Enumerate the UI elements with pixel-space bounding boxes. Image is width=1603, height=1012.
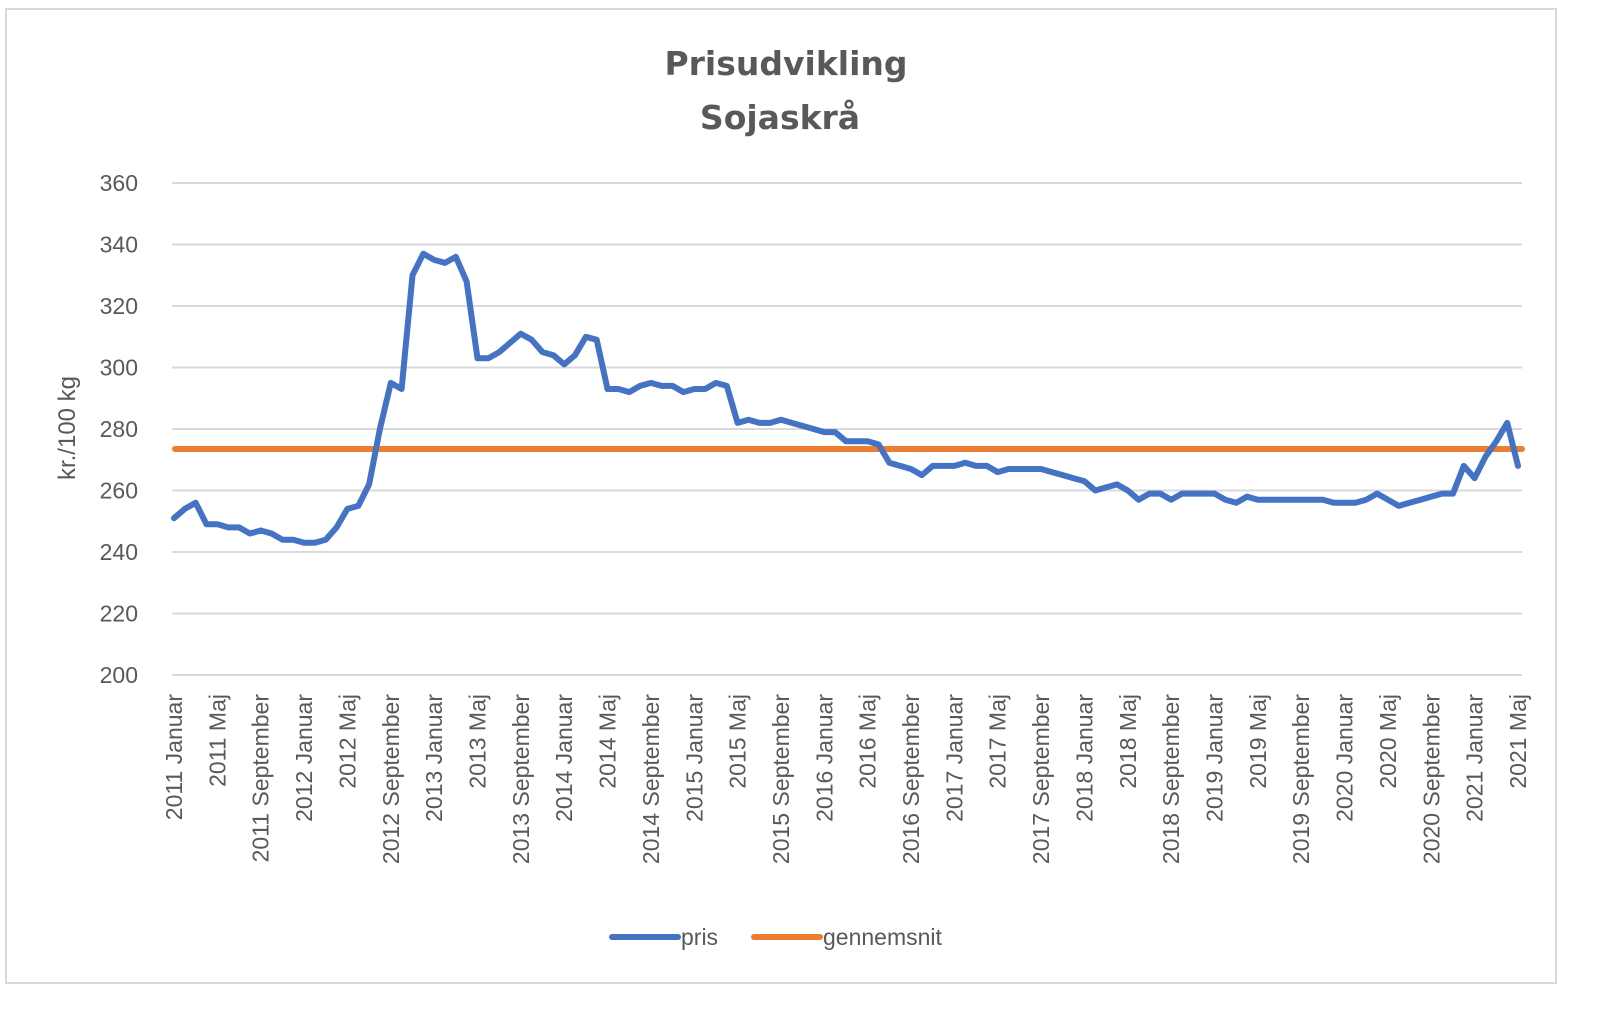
y-axis-label: kr./100 kg <box>54 376 81 480</box>
legend-label-gennemsnit: gennemsnit <box>823 924 943 950</box>
series-line-pris <box>171 250 1521 546</box>
x-tick-label: 2013 September <box>508 694 534 864</box>
x-tick-label: 2021 Januar <box>1462 694 1488 822</box>
x-tick-label: 2018 Maj <box>1115 694 1141 789</box>
x-tick-label: 2013 Maj <box>464 694 490 789</box>
y-tick-label: 360 <box>100 170 138 196</box>
y-tick-label: 260 <box>100 478 138 504</box>
x-tick-label: 2018 September <box>1158 694 1184 864</box>
x-tick-label: 2013 Januar <box>421 694 447 822</box>
x-tick-label: 2016 Januar <box>811 694 837 822</box>
x-tick-label: 2017 Januar <box>941 694 967 822</box>
x-tick-label: 2020 September <box>1418 694 1444 864</box>
y-tick-label: 280 <box>100 416 138 442</box>
x-tick-label: 2019 September <box>1288 694 1314 864</box>
x-tick-label: 2012 Maj <box>334 694 360 789</box>
y-tick-label: 320 <box>100 293 138 319</box>
x-tick-label: 2014 Maj <box>595 694 621 789</box>
chart-title-line1: Prisudvikling <box>664 44 907 83</box>
x-tick-label: 2021 Maj <box>1505 694 1531 789</box>
legend-label-pris: pris <box>681 924 718 950</box>
y-tick-label: 300 <box>100 355 138 381</box>
x-tick-label: 2015 Maj <box>725 694 751 789</box>
x-tick-label: 2012 September <box>378 694 404 864</box>
x-tick-label: 2014 Januar <box>551 694 577 822</box>
chart-title-line2: Sojaskrå <box>700 98 860 137</box>
x-tick-label: 2014 September <box>638 694 664 864</box>
x-tick-label: 2012 Januar <box>291 694 317 822</box>
chart-frame <box>5 8 1557 984</box>
x-tick-label: 2016 Maj <box>855 694 881 789</box>
x-tick-label: 2020 Maj <box>1375 694 1401 789</box>
x-tick-label: 2011 Maj <box>204 694 230 787</box>
y-tick-label: 200 <box>100 662 138 688</box>
x-tick-label: 2019 Maj <box>1245 694 1271 789</box>
x-tick-label: 2011 Januar <box>161 694 187 821</box>
y-tick-label: 340 <box>100 232 138 258</box>
x-tick-label: 2016 September <box>898 694 924 864</box>
x-tick-label: 2017 Maj <box>985 694 1011 789</box>
x-tick-label: 2017 September <box>1028 694 1054 864</box>
y-tick-label: 240 <box>100 539 138 565</box>
y-tick-label: 220 <box>100 601 138 627</box>
x-tick-label: 2015 September <box>768 694 794 864</box>
x-tick-label: 2018 Januar <box>1071 694 1097 822</box>
x-tick-label: 2015 Januar <box>681 694 707 822</box>
x-tick-label: 2011 September <box>248 694 274 863</box>
x-tick-label: 2019 Januar <box>1202 694 1228 822</box>
x-tick-label: 2020 Januar <box>1332 694 1358 822</box>
